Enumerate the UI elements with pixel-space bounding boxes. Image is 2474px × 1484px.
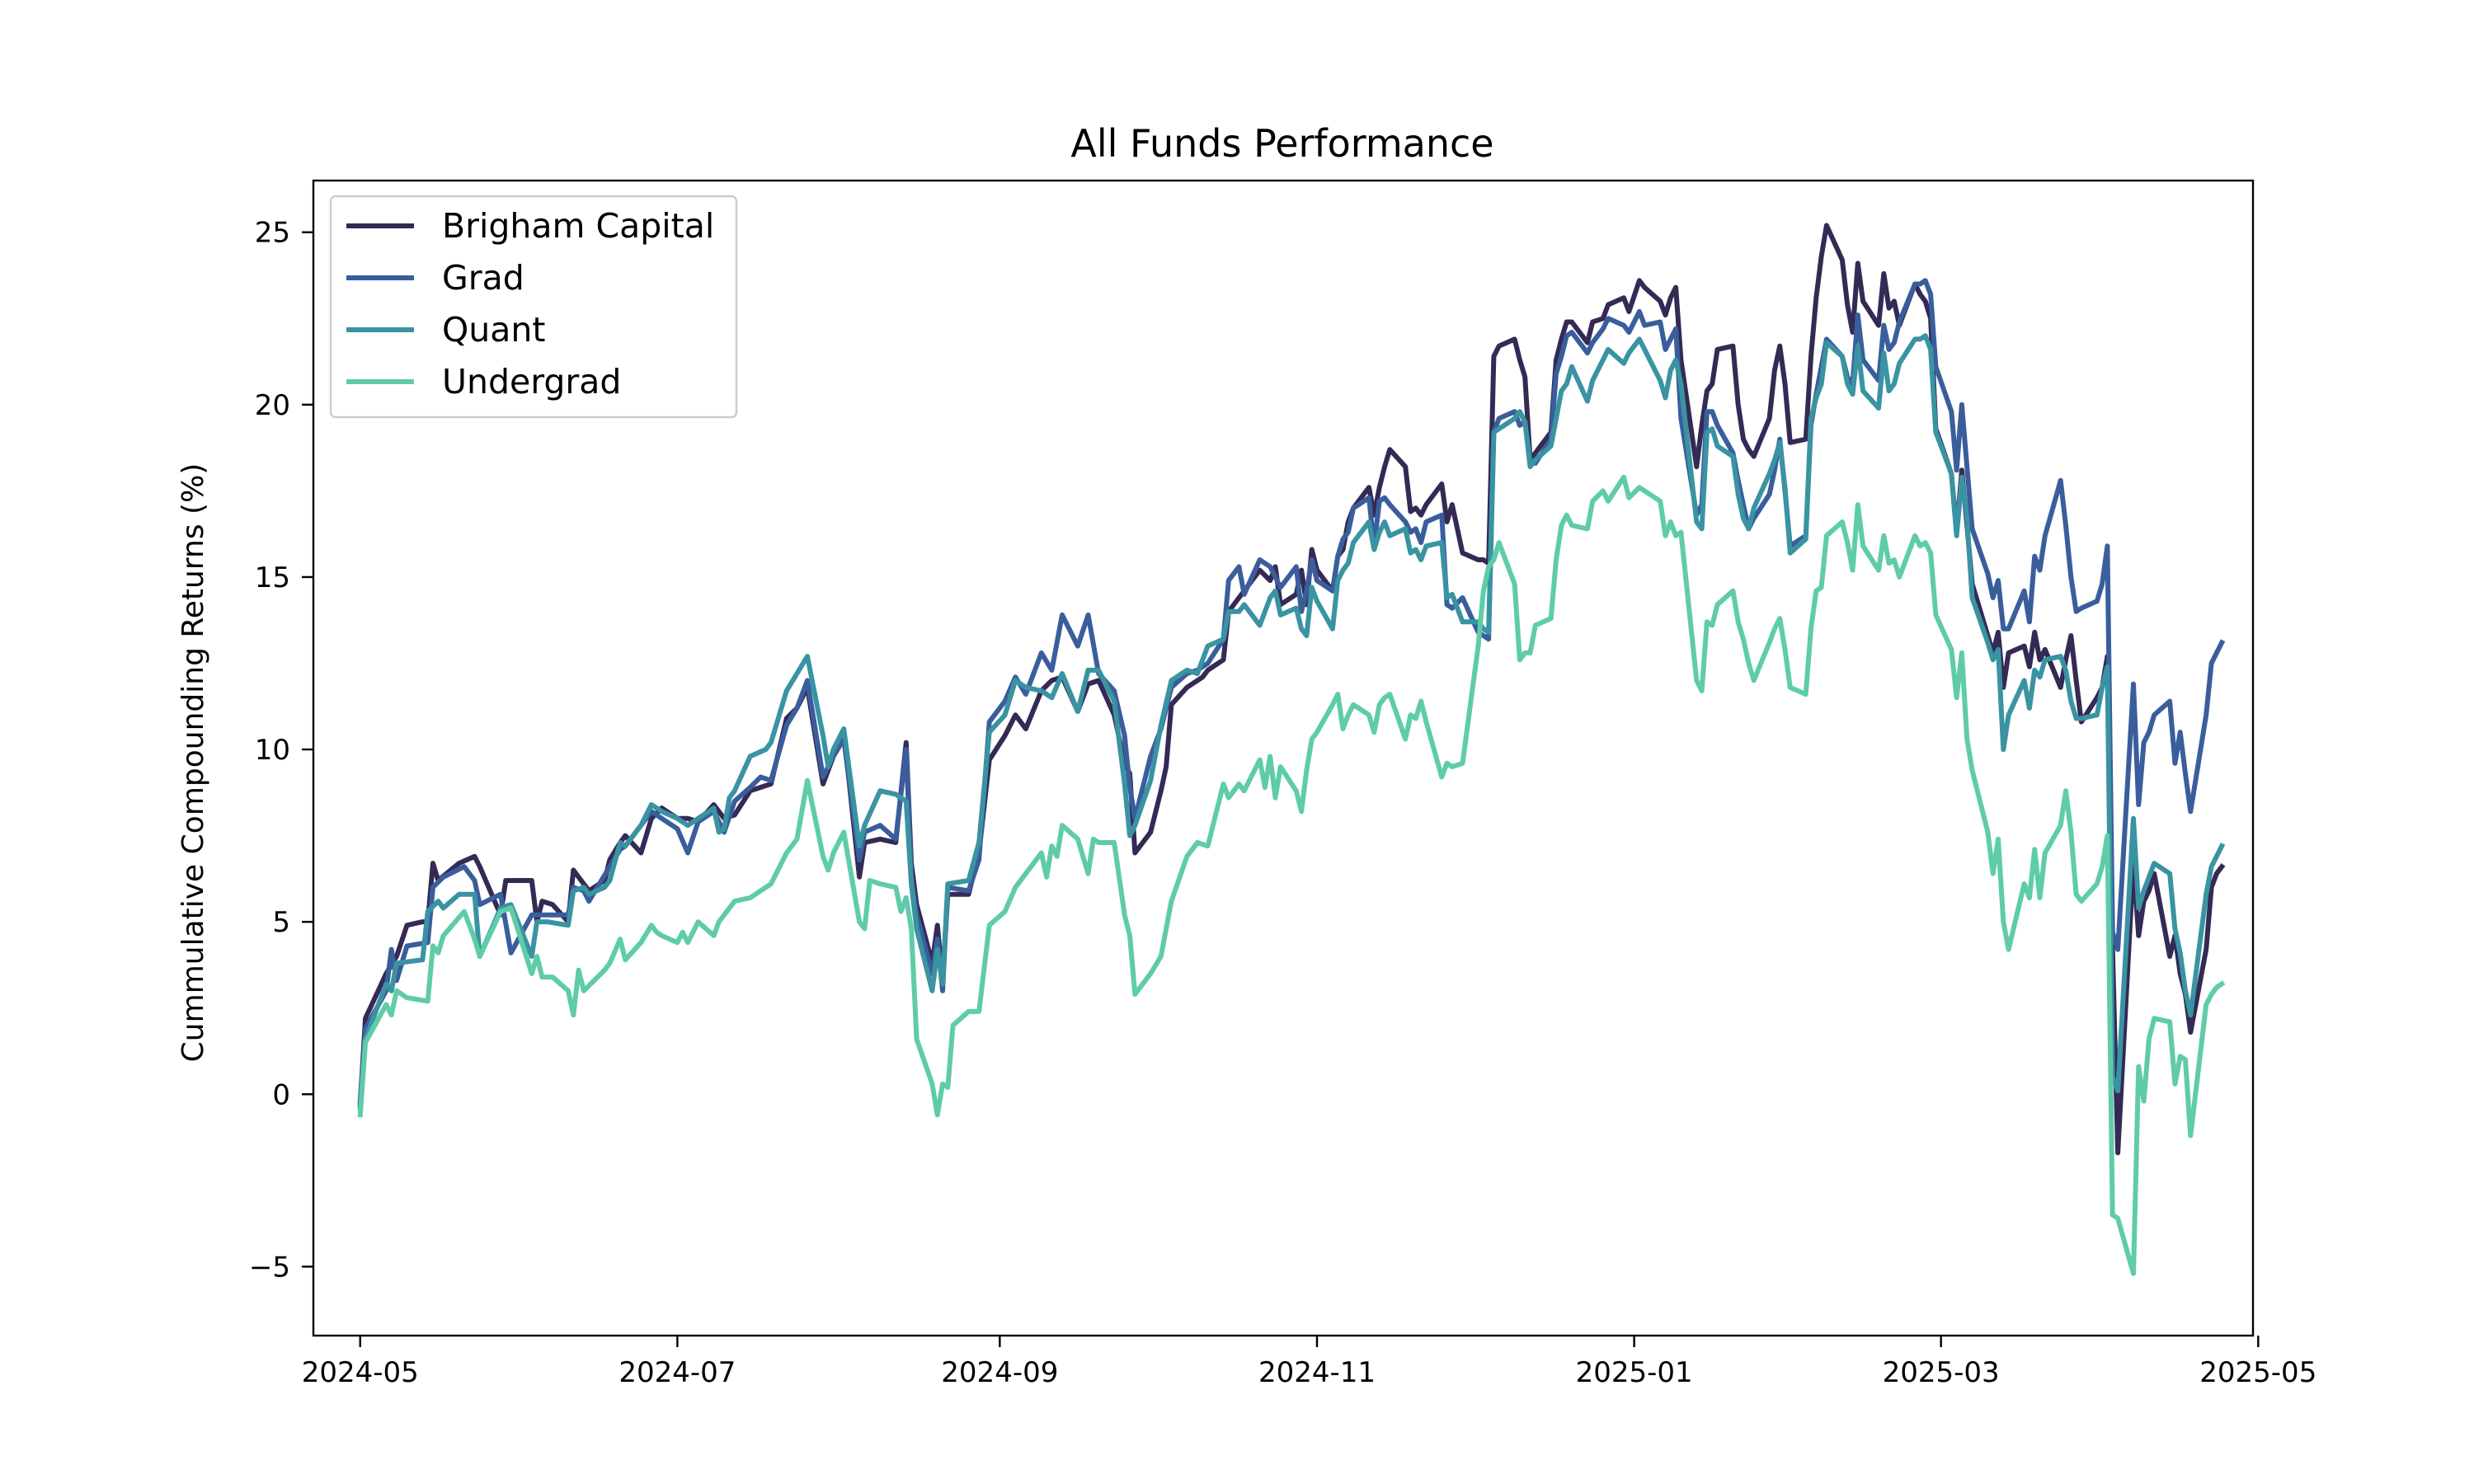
x-tick-label: 2024-05 — [302, 1356, 419, 1389]
legend-label: Quant — [442, 310, 545, 350]
y-axis: −5 0 5 10 15 20 25 — [249, 217, 313, 1284]
y-tick-label: 20 — [255, 389, 290, 422]
legend-box — [329, 195, 738, 419]
x-axis: 2024-05 2024-07 2024-09 2024-11 2025-01 2025-… — [302, 1336, 2316, 1389]
x-tick-label: 2024-11 — [1258, 1356, 1376, 1389]
x-tick-label: 2025-03 — [1883, 1356, 2000, 1389]
x-tick-label: 2024-09 — [941, 1356, 1058, 1389]
x-tick-label: 2025-01 — [1576, 1356, 1693, 1389]
chart-title: All Funds Performance — [1070, 121, 1493, 166]
y-tick-label: 10 — [255, 734, 290, 767]
legend-label: Undergrad — [442, 362, 621, 402]
y-tick-label: 15 — [255, 561, 290, 594]
x-tick-label: 2024-07 — [618, 1356, 736, 1389]
y-axis-label: Cummulative Compounding Returns (%) — [176, 463, 210, 1063]
y-tick-label: 5 — [272, 906, 290, 939]
y-tick-label: 25 — [255, 217, 290, 250]
y-tick-label: 0 — [272, 1078, 290, 1111]
series-line-1 — [357, 278, 2226, 1104]
series-line-3 — [357, 474, 2226, 1276]
legend-label: Grad — [442, 258, 524, 298]
legend-label: Brigham Capital — [442, 206, 714, 246]
series-line-2 — [357, 333, 2226, 1111]
legend: Brigham Capital Grad Quant Undergrad — [329, 195, 738, 419]
plot-frame — [312, 179, 2255, 1337]
x-tick-label: 2025-05 — [2199, 1356, 2316, 1389]
series-layer — [357, 223, 2226, 1276]
y-tick-label: −5 — [249, 1251, 290, 1284]
